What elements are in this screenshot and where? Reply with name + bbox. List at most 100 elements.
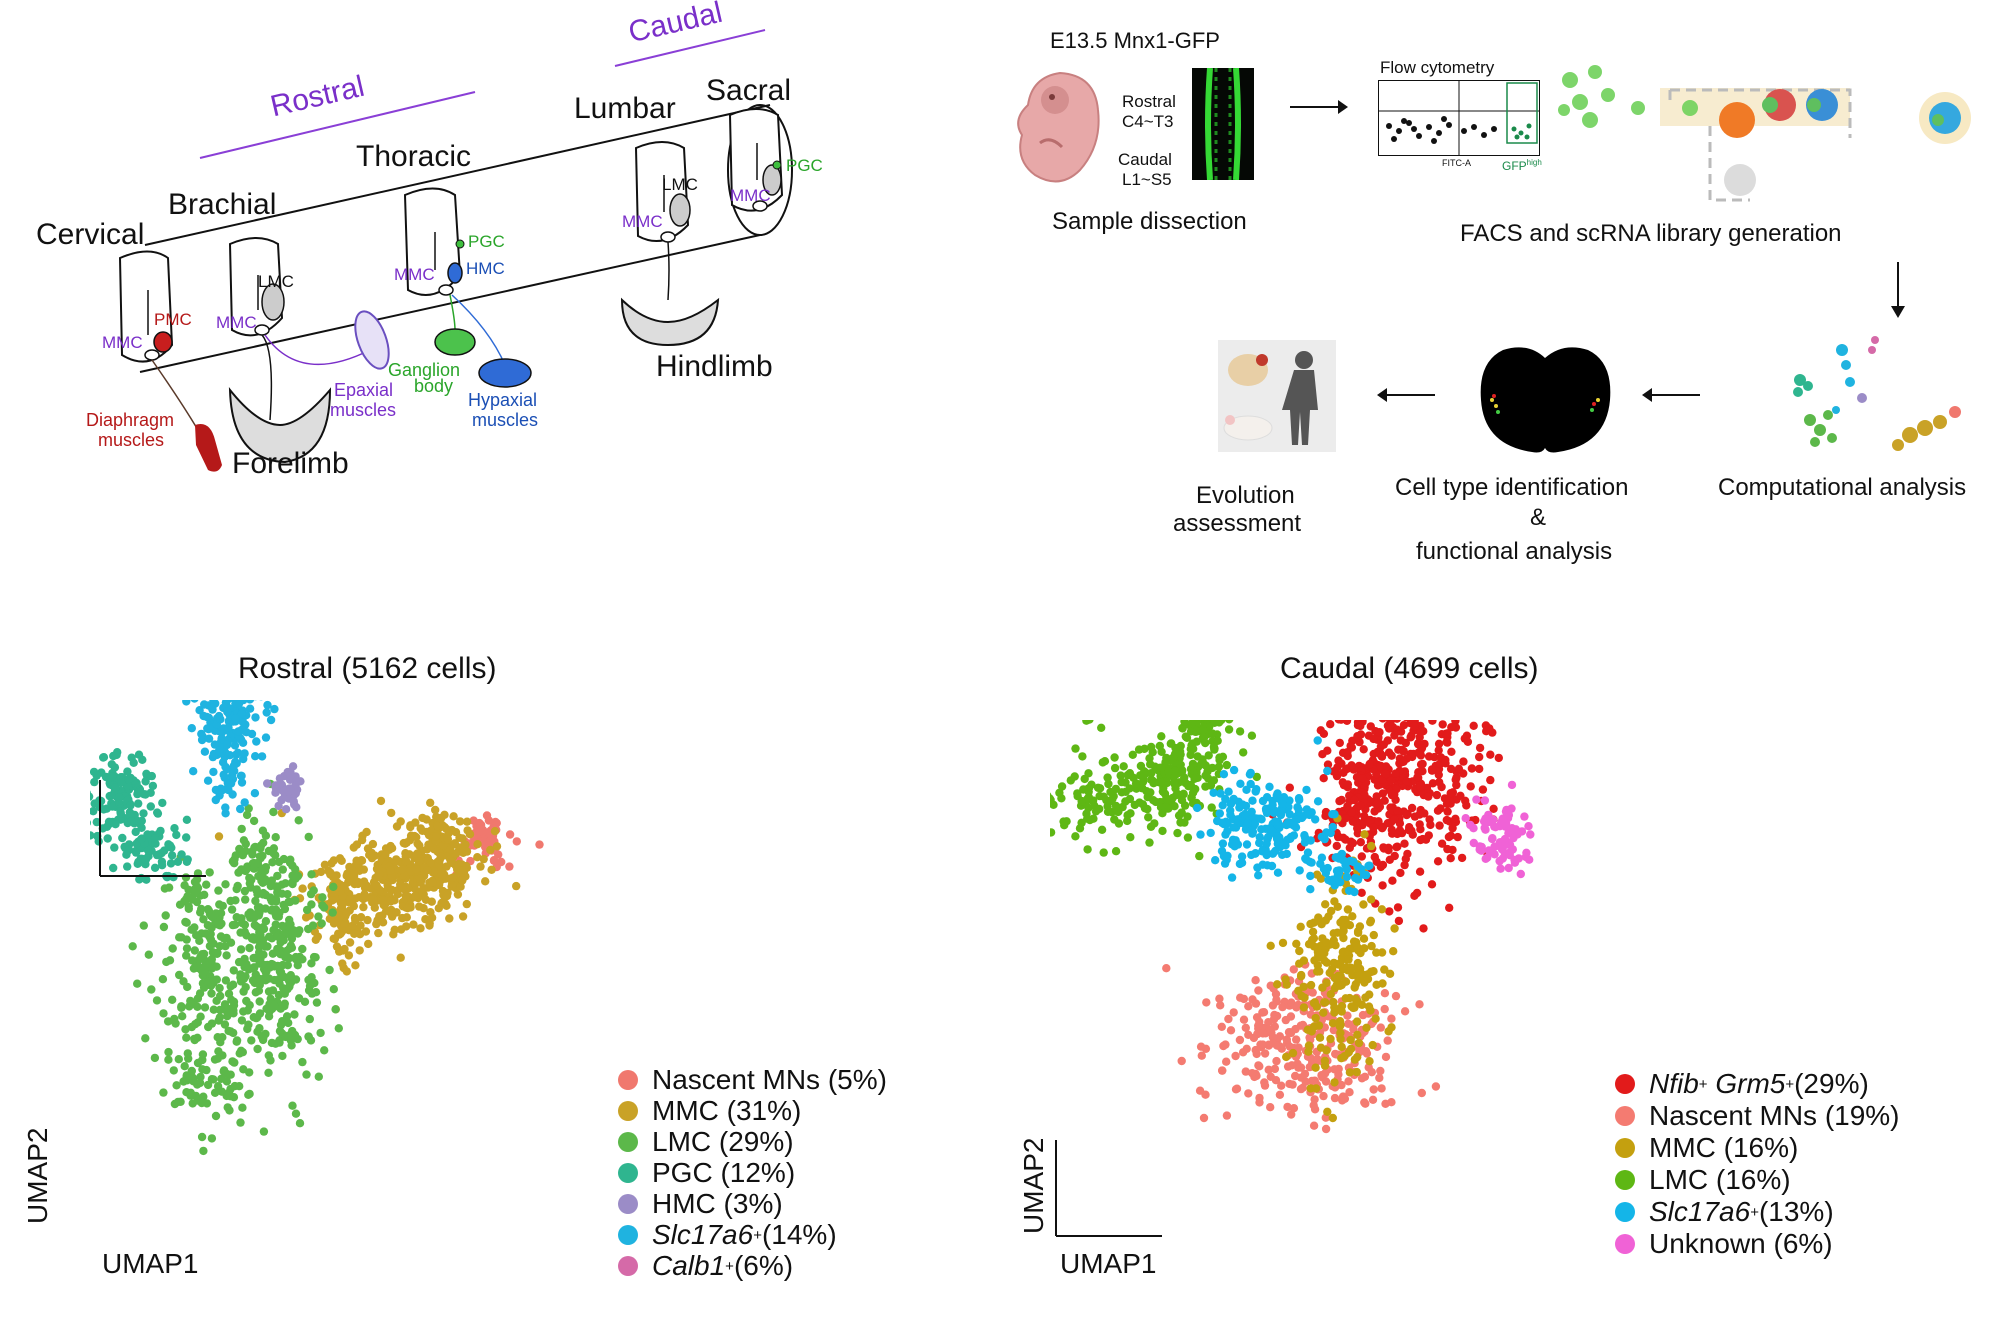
umap-point — [1526, 830, 1535, 839]
umap-point — [1077, 796, 1086, 806]
umap-point — [181, 1025, 190, 1034]
umap-point — [210, 740, 220, 749]
umap-point — [1446, 789, 1455, 798]
rostral-umap-panel: Rostral (5162 cells) UMAP1 UMAP2 Nascent… — [0, 640, 960, 1300]
umap-point — [1340, 1052, 1349, 1061]
umap-point — [1173, 828, 1182, 838]
hindlimb-label: Hindlimb — [656, 350, 773, 383]
umap-point — [1332, 841, 1341, 851]
umap-point — [1289, 1104, 1299, 1113]
umap-point — [1299, 982, 1308, 991]
umap-point — [1323, 863, 1332, 873]
umap-point — [291, 955, 301, 964]
umap-point — [359, 865, 368, 874]
umap-point — [207, 1134, 217, 1143]
umap-point — [224, 723, 233, 732]
umap-point — [172, 830, 181, 840]
umap-point — [271, 905, 281, 914]
umap-point — [112, 750, 121, 760]
umap-point — [1361, 870, 1371, 880]
umap-point — [193, 1002, 202, 1011]
umap-point — [1427, 765, 1437, 774]
umap-point — [327, 859, 336, 868]
umap-point — [1099, 848, 1108, 857]
umap-point — [1247, 731, 1257, 740]
umap-point — [206, 935, 216, 944]
umap-point — [1241, 809, 1250, 819]
umap-point — [147, 771, 156, 781]
umap-point — [1050, 792, 1052, 799]
umap-point — [1237, 852, 1247, 861]
umap-point — [363, 915, 372, 925]
umap-point — [332, 942, 342, 951]
umap-point — [421, 915, 430, 924]
umap-point — [1466, 782, 1475, 791]
umap-point — [451, 828, 461, 837]
umap-point — [209, 1005, 218, 1014]
umap-point — [325, 965, 334, 975]
umap-point — [250, 913, 259, 922]
umap-point — [1330, 1078, 1339, 1087]
sacral-mmc-label: MMC — [730, 186, 771, 205]
umap-point — [1260, 1049, 1270, 1058]
umap-point — [271, 920, 280, 929]
umap-point — [1330, 1065, 1339, 1074]
legend-swatch — [1615, 1138, 1635, 1158]
umap-point — [131, 848, 141, 857]
umap-point — [209, 700, 218, 705]
umap-point — [1368, 1095, 1378, 1104]
umap-point — [1328, 810, 1337, 819]
umap-point — [342, 967, 351, 976]
umap-point — [1206, 781, 1216, 790]
umap-point — [1336, 878, 1345, 887]
cluster-unknown — [1461, 780, 1535, 879]
umap-point — [189, 767, 198, 776]
umap-point — [1510, 855, 1519, 865]
umap-point — [369, 895, 378, 904]
umap-point — [263, 700, 272, 710]
umap-point — [1494, 753, 1503, 763]
umap-point — [1235, 803, 1244, 812]
umap-point — [164, 1047, 173, 1057]
umap-point — [200, 1003, 210, 1012]
hmc-label: HMC — [466, 259, 505, 278]
umap-point — [1097, 825, 1107, 834]
umap-point — [448, 873, 457, 883]
umap-point — [1417, 744, 1427, 753]
umap-point — [326, 868, 335, 877]
umap-point — [196, 1072, 205, 1082]
umap-point — [1431, 1082, 1441, 1091]
umap-point — [1372, 857, 1381, 866]
umap-point — [261, 967, 270, 977]
umap-point — [278, 1051, 287, 1061]
umap-point — [134, 799, 143, 808]
umap-point — [1294, 794, 1304, 803]
umap-point — [137, 823, 146, 832]
umap-point — [1156, 778, 1166, 787]
umap-point — [305, 1014, 314, 1024]
umap-point — [1145, 838, 1154, 847]
umap-point — [1353, 928, 1363, 937]
umap-point — [1262, 806, 1271, 815]
legend-item: LMC (29%) — [618, 1126, 794, 1158]
umap-point — [1367, 941, 1376, 951]
brachial-mmc-label: MMC — [216, 313, 257, 332]
umap-point — [1276, 810, 1286, 820]
umap-point — [143, 830, 152, 839]
umap-point — [329, 882, 338, 891]
umap-point — [1275, 1032, 1285, 1041]
umap-point — [342, 871, 351, 880]
umap-point — [238, 1103, 247, 1112]
umap-point — [1229, 765, 1239, 775]
umap-point — [1328, 1019, 1338, 1028]
umap-point — [1083, 845, 1092, 854]
umap-point — [175, 970, 184, 980]
umap-point — [1321, 900, 1330, 909]
umap-point — [1246, 768, 1255, 778]
umap-point — [1390, 731, 1399, 740]
umap-point — [281, 805, 291, 814]
umap-point — [1296, 922, 1305, 931]
umap-point — [288, 1026, 297, 1036]
celltype-caption-2: & — [1530, 504, 1547, 531]
umap-point — [1170, 766, 1179, 776]
